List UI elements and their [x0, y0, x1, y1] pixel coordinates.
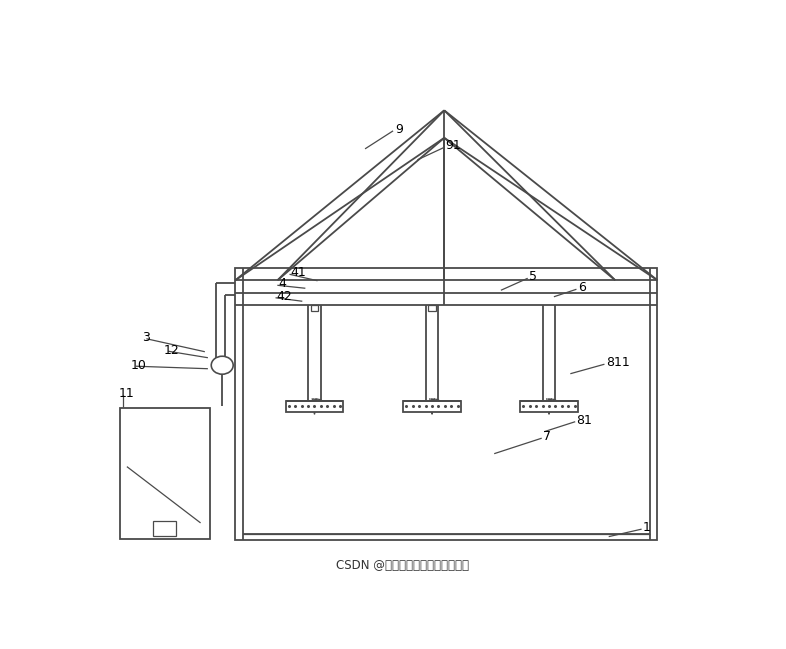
Text: CSDN @北京聚英翱翔电子有限公司: CSDN @北京聚英翱翔电子有限公司: [336, 559, 469, 572]
Text: 5: 5: [529, 270, 537, 283]
Text: 41: 41: [291, 266, 307, 279]
Text: 6: 6: [578, 281, 586, 294]
Text: 1: 1: [643, 521, 651, 534]
Bar: [520, 400, 578, 411]
Circle shape: [211, 356, 233, 374]
Bar: [119, 408, 210, 539]
Text: 811: 811: [606, 356, 630, 369]
Text: 81: 81: [576, 413, 593, 426]
Text: 3: 3: [142, 331, 150, 344]
Text: 4: 4: [278, 277, 286, 290]
Text: 91: 91: [446, 140, 461, 153]
Text: 9: 9: [395, 123, 402, 136]
Bar: [428, 305, 435, 312]
Text: 42: 42: [277, 289, 292, 303]
Text: 7: 7: [543, 430, 551, 443]
Text: 12: 12: [164, 344, 180, 357]
Text: 11: 11: [119, 387, 134, 400]
Bar: [403, 400, 461, 411]
Bar: [235, 268, 657, 540]
Bar: [153, 520, 176, 535]
Bar: [285, 400, 343, 411]
Text: 10: 10: [131, 359, 147, 372]
Bar: [310, 305, 318, 312]
